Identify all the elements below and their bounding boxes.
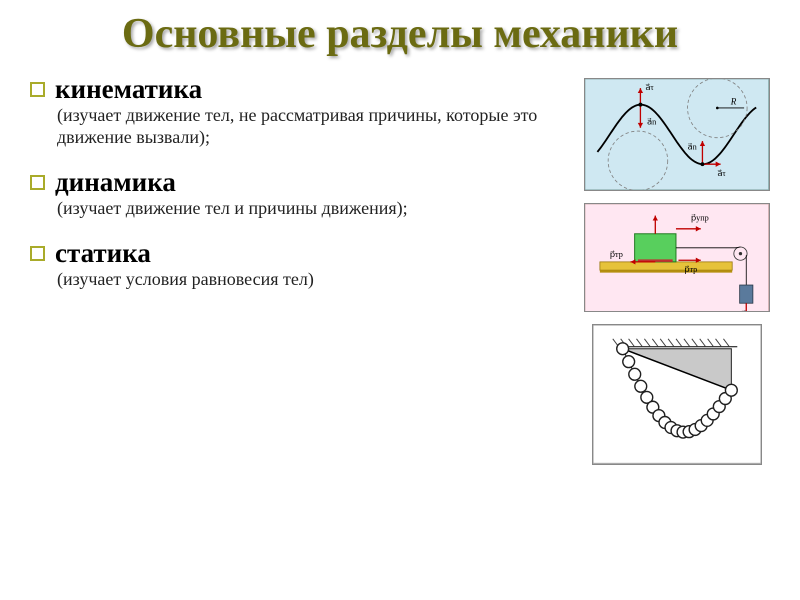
section-body: (изучает условия равновесия тел) (30, 269, 566, 291)
figure-statics (592, 324, 762, 464)
slide-title: Основные разделы механики (30, 12, 770, 56)
section-body: (изучает движение тел, не рассматривая п… (30, 105, 566, 149)
svg-text:p⃗упр: p⃗упр (691, 213, 709, 222)
text-column: кинематика (изучает движение тел, не рас… (30, 74, 566, 465)
section-kinematics: кинематика (изучает движение тел, не рас… (30, 74, 566, 149)
figure-kinematics: a⃗τ a⃗n a⃗τ a⃗n R (584, 78, 770, 191)
section-heading: кинематика (55, 74, 202, 105)
svg-text:p⃗тр: p⃗тр (610, 250, 623, 259)
section-heading: статика (55, 238, 151, 269)
svg-text:a⃗τ: a⃗τ (718, 169, 727, 178)
section-statics: статика (изучает условия равновесия тел) (30, 238, 566, 291)
bullet-icon (30, 246, 45, 261)
section-heading: динамика (55, 167, 176, 198)
bullet-icon (30, 82, 45, 97)
svg-text:a⃗n: a⃗n (647, 118, 656, 127)
svg-text:mg⃗: mg⃗ (734, 309, 747, 311)
section-dynamics: динамика (изучает движение тел и причины… (30, 167, 566, 220)
svg-text:p⃗тр: p⃗тр (685, 265, 698, 274)
svg-text:R: R (730, 97, 737, 107)
figure-dynamics: p⃗упр p⃗тр p⃗тр mg⃗ (584, 203, 770, 313)
section-body: (изучает движение тел и причины движения… (30, 198, 566, 220)
bullet-icon (30, 175, 45, 190)
figures-column: a⃗τ a⃗n a⃗τ a⃗n R p⃗упр p⃗тр p⃗тр mg⃗ (584, 74, 770, 465)
svg-text:a⃗n: a⃗n (688, 142, 697, 151)
svg-text:a⃗τ: a⃗τ (646, 83, 655, 92)
